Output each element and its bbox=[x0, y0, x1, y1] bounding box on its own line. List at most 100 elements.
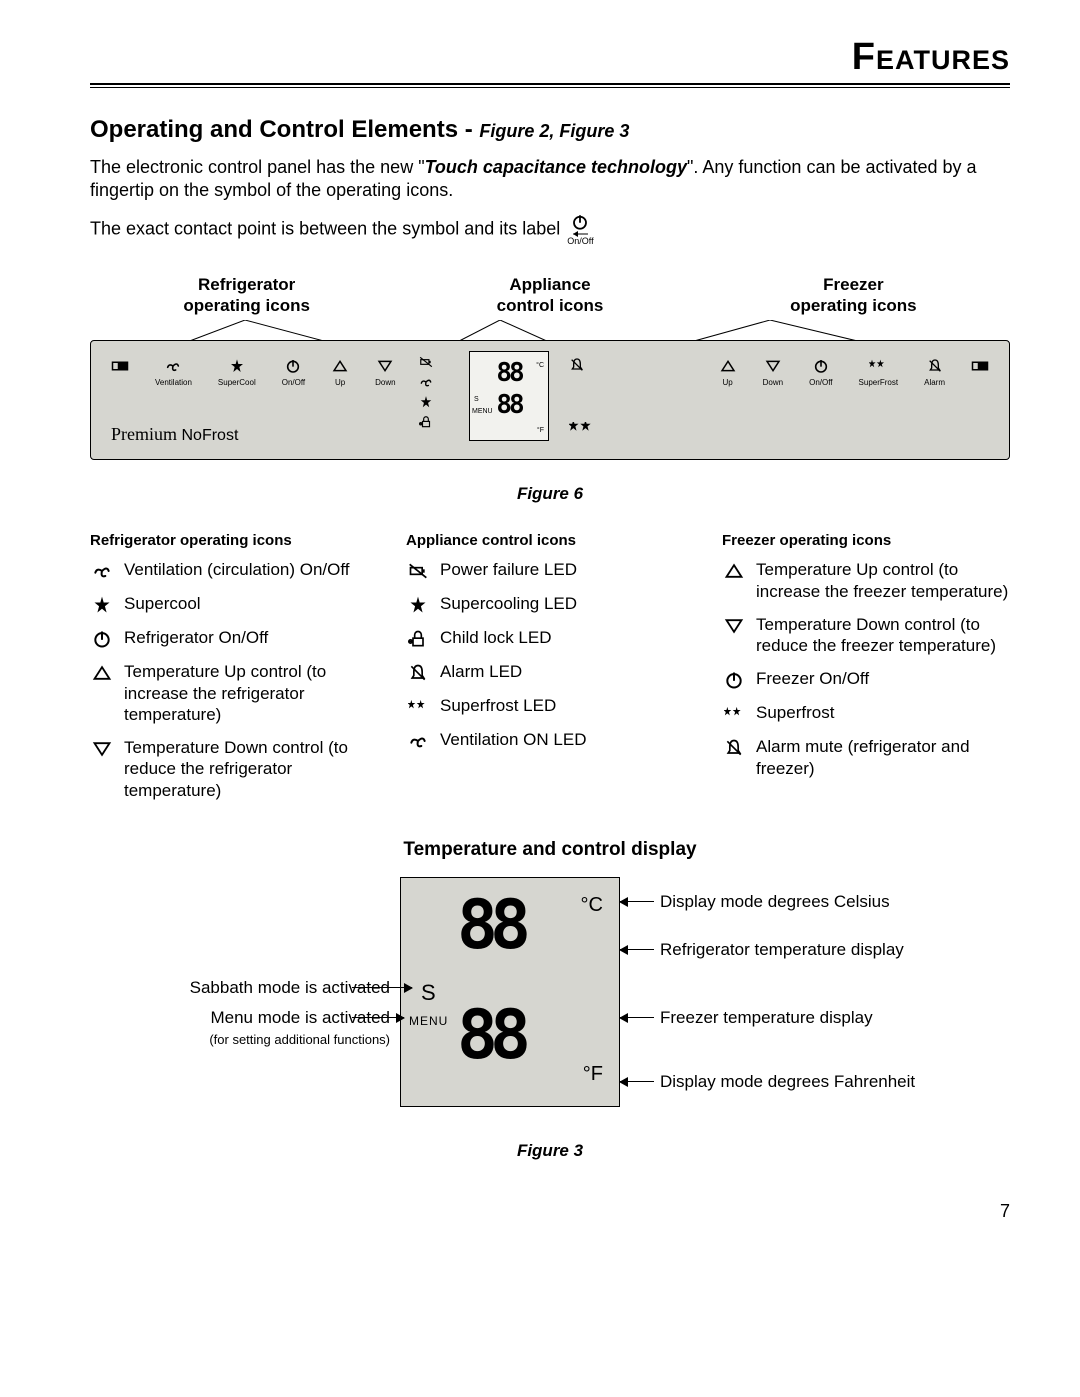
legend-text: Supercool bbox=[124, 593, 378, 614]
arrow-menu bbox=[352, 1017, 404, 1018]
alarm-icon bbox=[724, 738, 744, 758]
panel-group-labels: Refrigeratoroperating icons Appliancecon… bbox=[90, 274, 1010, 317]
box-icon bbox=[111, 358, 129, 374]
freezer-icon-row: UpDownOn/OffSuperFrostAlarm bbox=[719, 357, 989, 387]
legend-heading: Appliance control icons bbox=[406, 532, 694, 549]
power-failure-icon bbox=[408, 561, 428, 581]
rule-heavy bbox=[90, 83, 1010, 85]
label-freezer-display: Freezer temperature display bbox=[660, 1007, 873, 1028]
up-icon bbox=[92, 663, 112, 683]
intro-paragraph-2: The exact contact point is between the s… bbox=[90, 213, 1010, 246]
panel-icon-up-icon: Up bbox=[719, 357, 737, 387]
panel-icon-box-icon bbox=[111, 357, 129, 379]
down-icon bbox=[724, 616, 744, 636]
section-heading: Operating and Control Elements - Figure … bbox=[90, 116, 1010, 144]
supercool-icon bbox=[92, 595, 112, 615]
mini-display: 88 °C S MENU 88 °F bbox=[469, 351, 549, 441]
panel-icon-down-icon: Down bbox=[375, 357, 395, 387]
legend-text: Alarm mute (refrigerator and freezer) bbox=[756, 736, 1010, 779]
power-failure-led-icon bbox=[419, 355, 433, 369]
panel-icon-alarm-icon: Alarm bbox=[924, 357, 945, 387]
power-icon bbox=[284, 358, 302, 374]
supercool-icon bbox=[408, 595, 428, 615]
up-icon bbox=[724, 561, 744, 581]
legend-heading: Freezer operating icons bbox=[722, 532, 1010, 549]
power-icon bbox=[92, 629, 112, 649]
brand-label: Premium NoFrost bbox=[111, 424, 238, 445]
mini-deg-c: °C bbox=[536, 362, 544, 369]
figure-6-caption: Figure 6 bbox=[90, 484, 1010, 504]
box-icon bbox=[971, 358, 989, 374]
superfrost-icon bbox=[408, 697, 428, 717]
supercool-led-icon bbox=[419, 395, 433, 409]
figure-3-caption: Figure 3 bbox=[90, 1141, 1010, 1161]
legend-text: Ventilation ON LED bbox=[440, 729, 694, 750]
label-fahrenheit: Display mode degrees Fahrenheit bbox=[660, 1071, 915, 1092]
ventilation-icon bbox=[408, 731, 428, 751]
legend-column: Appliance control icons Power failure LED… bbox=[406, 532, 694, 813]
down-icon bbox=[376, 358, 394, 374]
alarm-icon bbox=[408, 663, 428, 683]
para1-em: Touch capacitance technology bbox=[425, 157, 687, 177]
power-failure-led-icon bbox=[419, 355, 433, 369]
legend-row: Superfrost bbox=[722, 702, 1010, 724]
arrow-fahrenheit bbox=[620, 1081, 654, 1082]
display-deg-c: °C bbox=[581, 894, 603, 917]
legend-column: Refrigerator operating icons Ventilation … bbox=[90, 532, 378, 813]
control-panel: VentilationSuperCoolOn/OffUpDown 88 °C S… bbox=[90, 340, 1010, 460]
legend-row: Supercool bbox=[90, 593, 378, 615]
figure-3: 88 88 °C °F S MENU Sabbath mode is activ… bbox=[120, 877, 980, 1127]
legend-row: Child lock LED bbox=[406, 627, 694, 649]
double-star-icon bbox=[569, 420, 595, 441]
childlock-led-icon bbox=[419, 415, 433, 429]
extra-alarm-icon bbox=[569, 357, 585, 376]
ventilation-icon bbox=[92, 561, 112, 581]
label-sabbath: Sabbath mode is activated bbox=[120, 977, 390, 998]
legend-text: Ventilation (circulation) On/Off bbox=[124, 559, 378, 580]
superfrost-icon bbox=[869, 358, 887, 374]
power-icon bbox=[724, 670, 744, 690]
legend-text: Temperature Up control (to increase the … bbox=[756, 559, 1010, 602]
arrow-celsius bbox=[620, 901, 654, 902]
label-refrig-display: Refrigerator temperature display bbox=[660, 939, 904, 960]
arrow-sabbath bbox=[352, 987, 412, 988]
legend-text: Superfrost bbox=[756, 702, 1010, 723]
onoff-inline-icon: On/Off bbox=[567, 213, 593, 246]
legend-heading: Refrigerator operating icons bbox=[90, 532, 378, 549]
legend-row: Power failure LED bbox=[406, 559, 694, 581]
down-icon bbox=[764, 358, 782, 374]
display-deg-f: °F bbox=[583, 1063, 603, 1086]
legend-text: Supercooling LED bbox=[440, 593, 694, 614]
legend-row: Alarm LED bbox=[406, 661, 694, 683]
label-celsius: Display mode degrees Celsius bbox=[660, 891, 890, 912]
supercool-icon bbox=[228, 358, 246, 374]
page-number: 7 bbox=[90, 1201, 1010, 1222]
legend-text: Child lock LED bbox=[440, 627, 694, 648]
onoff-label: On/Off bbox=[567, 236, 593, 246]
arrow-refrig bbox=[620, 949, 654, 950]
legend-text: Temperature Up control (to increase the … bbox=[124, 661, 378, 725]
refrigerator-icon-row: VentilationSuperCoolOn/OffUpDown bbox=[111, 357, 396, 387]
childlock-led-icon bbox=[419, 415, 433, 429]
legend-text: Temperature Down control (to reduce the … bbox=[124, 737, 378, 801]
supercool-led-icon bbox=[419, 395, 433, 409]
legend-row: Temperature Down control (to reduce the … bbox=[722, 614, 1010, 657]
legend-row: Ventilation (circulation) On/Off bbox=[90, 559, 378, 581]
legend-text: Refrigerator On/Off bbox=[124, 627, 378, 648]
mini-menu: MENU bbox=[472, 408, 493, 415]
legend-row: Freezer On/Off bbox=[722, 668, 1010, 690]
display-menu: MENU bbox=[409, 1014, 448, 1028]
legend-text: Temperature Down control (to reduce the … bbox=[756, 614, 1010, 657]
display-box: 88 88 °C °F S MENU bbox=[400, 877, 620, 1107]
para2-text: The exact contact point is between the s… bbox=[90, 218, 560, 238]
panel-icon-ventilation-icon: Ventilation bbox=[155, 357, 192, 387]
power-icon bbox=[812, 358, 830, 374]
legend-row: Temperature Up control (to increase the … bbox=[90, 661, 378, 725]
legend-row: Refrigerator On/Off bbox=[90, 627, 378, 649]
figure-reference: Figure 2, Figure 3 bbox=[479, 121, 629, 141]
ventilation-icon bbox=[164, 358, 182, 374]
display-top-digits: 88 bbox=[457, 892, 523, 960]
section-heading-text: Operating and Control Elements - bbox=[90, 116, 473, 143]
legend-row: Ventilation ON LED bbox=[406, 729, 694, 751]
label-menu-mode: Menu mode is activated (for setting addi… bbox=[120, 1007, 390, 1050]
